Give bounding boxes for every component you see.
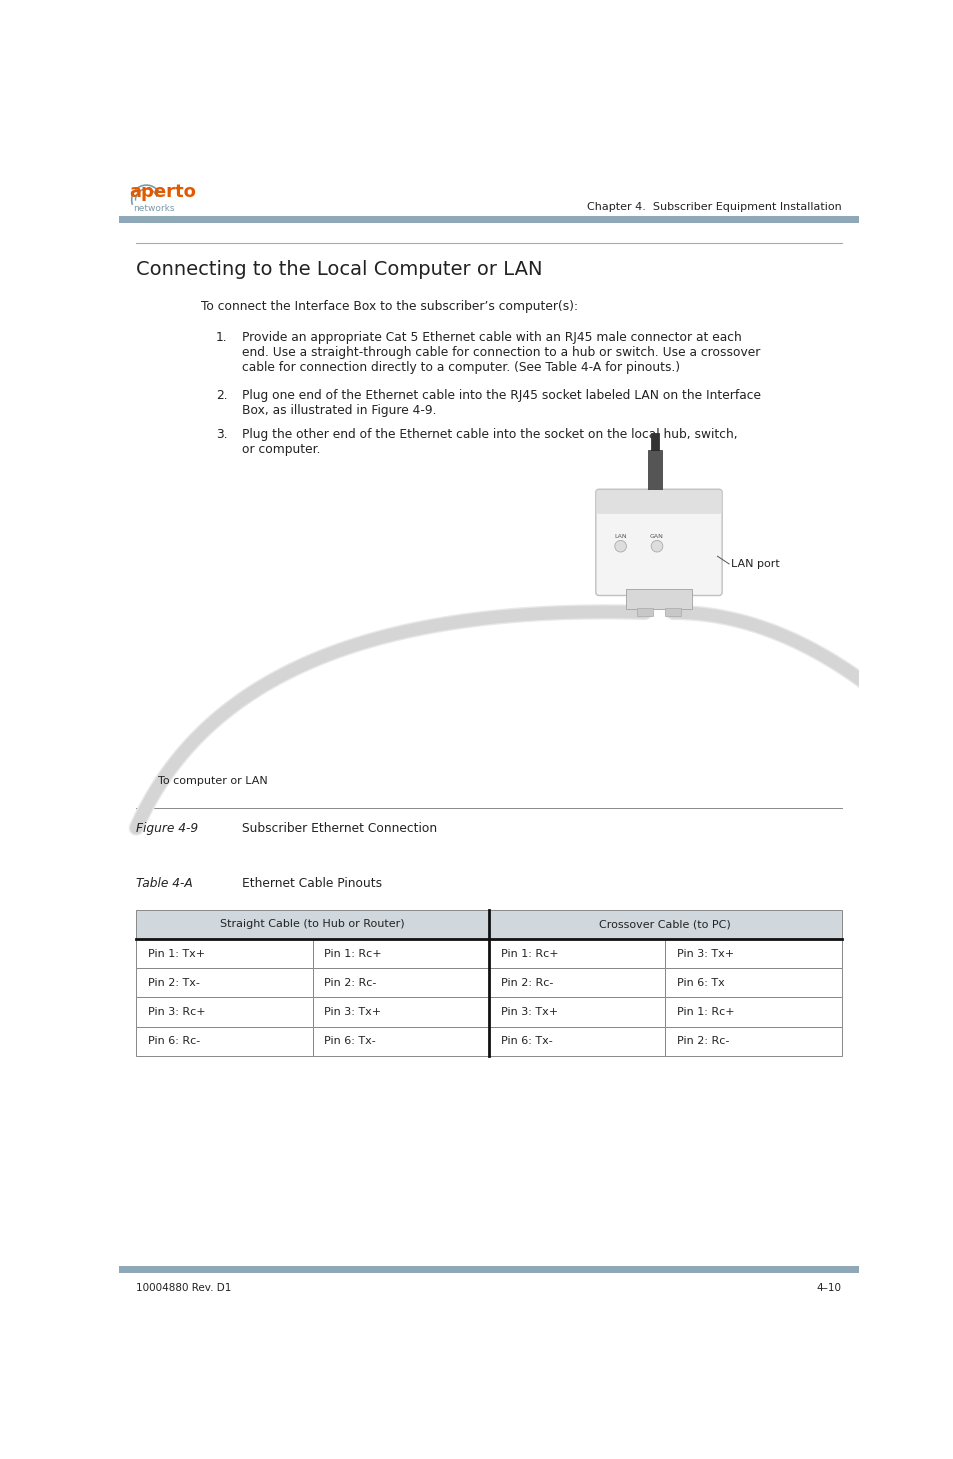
Text: Straight Cable (to Hub or Router): Straight Cable (to Hub or Router) (220, 919, 404, 929)
Text: Connecting to the Local Computer or LAN: Connecting to the Local Computer or LAN (136, 260, 542, 279)
Text: 10004880 Rev. D1: 10004880 Rev. D1 (136, 1282, 232, 1293)
Text: LAN: LAN (614, 534, 626, 538)
Text: Pin 2: Rc-: Pin 2: Rc- (324, 978, 376, 988)
Bar (651, 433, 659, 449)
Bar (136, 940, 313, 969)
Bar (488, 940, 664, 969)
Text: Pin 6: Tx-: Pin 6: Tx- (324, 1036, 375, 1046)
Text: Figure 4-9: Figure 4-9 (136, 821, 198, 835)
Text: Pin 1: Rc+: Pin 1: Rc+ (500, 948, 558, 959)
Text: 1.: 1. (216, 331, 228, 344)
Bar (647, 449, 661, 492)
Text: Pin 1: Rc+: Pin 1: Rc+ (324, 948, 381, 959)
Text: Table 4-A: Table 4-A (136, 877, 193, 890)
Text: Subscriber Ethernet Connection: Subscriber Ethernet Connection (241, 821, 436, 835)
Text: Pin 2: Rc-: Pin 2: Rc- (500, 978, 553, 988)
Bar (664, 1027, 841, 1056)
Text: Pin 6: Tx-: Pin 6: Tx- (500, 1036, 552, 1046)
Bar (488, 969, 664, 998)
FancyBboxPatch shape (596, 489, 721, 595)
Bar (119, 1266, 858, 1274)
Bar (119, 216, 858, 223)
Text: To connect the Interface Box to the subscriber’s computer(s):: To connect the Interface Box to the subs… (200, 299, 577, 312)
Bar (136, 1027, 313, 1056)
Circle shape (651, 540, 662, 552)
Text: end. Use a straight-through cable for connection to a hub or switch. Use a cross: end. Use a straight-through cable for co… (241, 346, 760, 359)
Text: LAN port: LAN port (730, 559, 779, 569)
Bar (664, 998, 841, 1027)
Text: Pin 3: Tx+: Pin 3: Tx+ (500, 1007, 558, 1017)
Text: Plug the other end of the Ethernet cable into the socket on the local hub, switc: Plug the other end of the Ethernet cable… (241, 427, 737, 441)
Text: Pin 3: Rc+: Pin 3: Rc+ (148, 1007, 205, 1017)
Bar (664, 608, 679, 616)
Text: Pin 1: Rc+: Pin 1: Rc+ (676, 1007, 734, 1017)
Text: Pin 1: Tx+: Pin 1: Tx+ (148, 948, 205, 959)
Bar (488, 909, 841, 940)
Text: 4–10: 4–10 (816, 1282, 841, 1293)
Text: Provide an appropriate Cat 5 Ethernet cable with an RJ45 male connector at each: Provide an appropriate Cat 5 Ethernet ca… (241, 331, 740, 344)
Text: or computer.: or computer. (241, 442, 320, 455)
Text: Ethernet Cable Pinouts: Ethernet Cable Pinouts (241, 877, 381, 890)
Text: To computer or LAN: To computer or LAN (158, 776, 268, 786)
Text: aperto: aperto (130, 182, 196, 201)
Bar (664, 969, 841, 998)
Bar (313, 998, 488, 1027)
Text: networks: networks (133, 204, 174, 213)
Text: Pin 3: Tx+: Pin 3: Tx+ (676, 948, 733, 959)
Bar (313, 940, 488, 969)
Text: Crossover Cable (to PC): Crossover Cable (to PC) (598, 919, 730, 929)
Text: Pin 3: Tx+: Pin 3: Tx+ (324, 1007, 381, 1017)
Bar (637, 608, 652, 616)
Bar (136, 909, 488, 940)
Bar (488, 1027, 664, 1056)
Text: Pin 2: Tx-: Pin 2: Tx- (148, 978, 199, 988)
Bar (313, 1027, 488, 1056)
Bar (488, 998, 664, 1027)
Text: Plug one end of the Ethernet cable into the RJ45 socket labeled LAN on the Inter: Plug one end of the Ethernet cable into … (241, 390, 760, 403)
Text: Box, as illustrated in Figure 4-9.: Box, as illustrated in Figure 4-9. (241, 404, 436, 417)
Text: 2.: 2. (216, 390, 228, 403)
Bar (625, 588, 691, 610)
Bar (136, 998, 313, 1027)
FancyBboxPatch shape (596, 490, 720, 514)
Text: Chapter 4.  Subscriber Equipment Installation: Chapter 4. Subscriber Equipment Installa… (586, 203, 841, 213)
Bar (313, 969, 488, 998)
Bar (664, 940, 841, 969)
Text: Pin 6: Rc-: Pin 6: Rc- (148, 1036, 200, 1046)
Text: cable for connection directly to a computer. (See Table 4-A for pinouts.): cable for connection directly to a compu… (241, 360, 679, 374)
Bar (136, 969, 313, 998)
Circle shape (614, 540, 626, 552)
Text: GAN: GAN (649, 534, 663, 538)
Text: 3.: 3. (216, 427, 228, 441)
Text: Pin 6: Tx: Pin 6: Tx (676, 978, 724, 988)
Text: Pin 2: Rc-: Pin 2: Rc- (676, 1036, 728, 1046)
